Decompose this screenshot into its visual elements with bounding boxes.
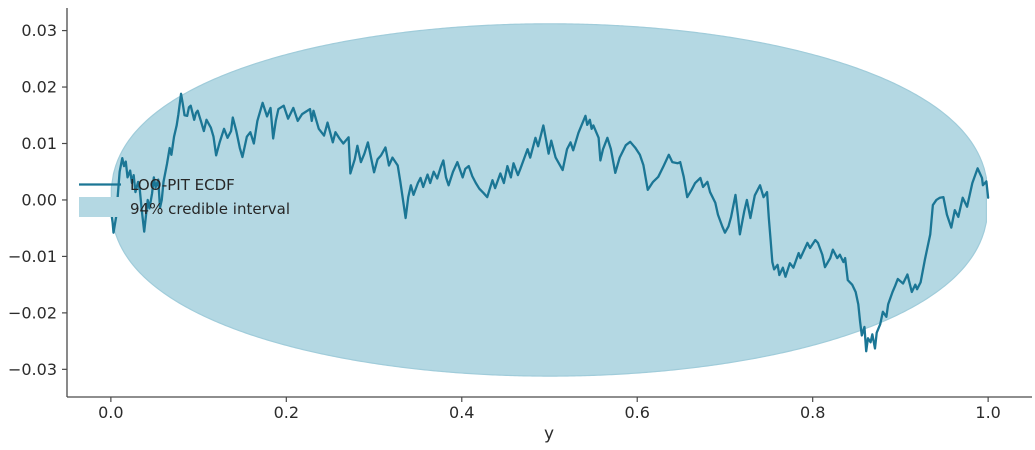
- x-axis-label: y: [544, 424, 554, 444]
- plot-area: 0.0 0.2 0.4 0.6 0.8 1.0 0.03 0.02 0.01 0.00 −0.01 −…: [8, 8, 1032, 422]
- x-tick-label: 0.8: [800, 403, 825, 422]
- y-tick-label: 0.02: [21, 78, 57, 97]
- credible-band: [110, 23, 987, 377]
- legend-label-loo-pit-ecdf: LOO-PIT ECDF: [130, 176, 235, 194]
- y-tick-label: 0.03: [21, 21, 57, 40]
- legend-patch-sample: [79, 197, 121, 217]
- x-tick-label: 0.0: [98, 403, 123, 422]
- x-tick-label: 0.4: [449, 403, 474, 422]
- ecdf-line: [109, 92, 990, 353]
- y-tick-label: −0.01: [8, 247, 57, 266]
- legend: LOO-PIT ECDF 94% credible interval: [79, 176, 290, 218]
- x-tick-label: 0.2: [274, 403, 299, 422]
- y-tick-label: 0.00: [21, 190, 57, 209]
- y-tick-label: −0.03: [8, 360, 57, 379]
- x-tick-label: 1.0: [975, 403, 1000, 422]
- y-tick-label: −0.02: [8, 303, 57, 322]
- legend-label-credible-interval: 94% credible interval: [130, 200, 290, 218]
- y-tick-label: 0.01: [21, 134, 57, 153]
- x-tick-label: 0.6: [625, 403, 650, 422]
